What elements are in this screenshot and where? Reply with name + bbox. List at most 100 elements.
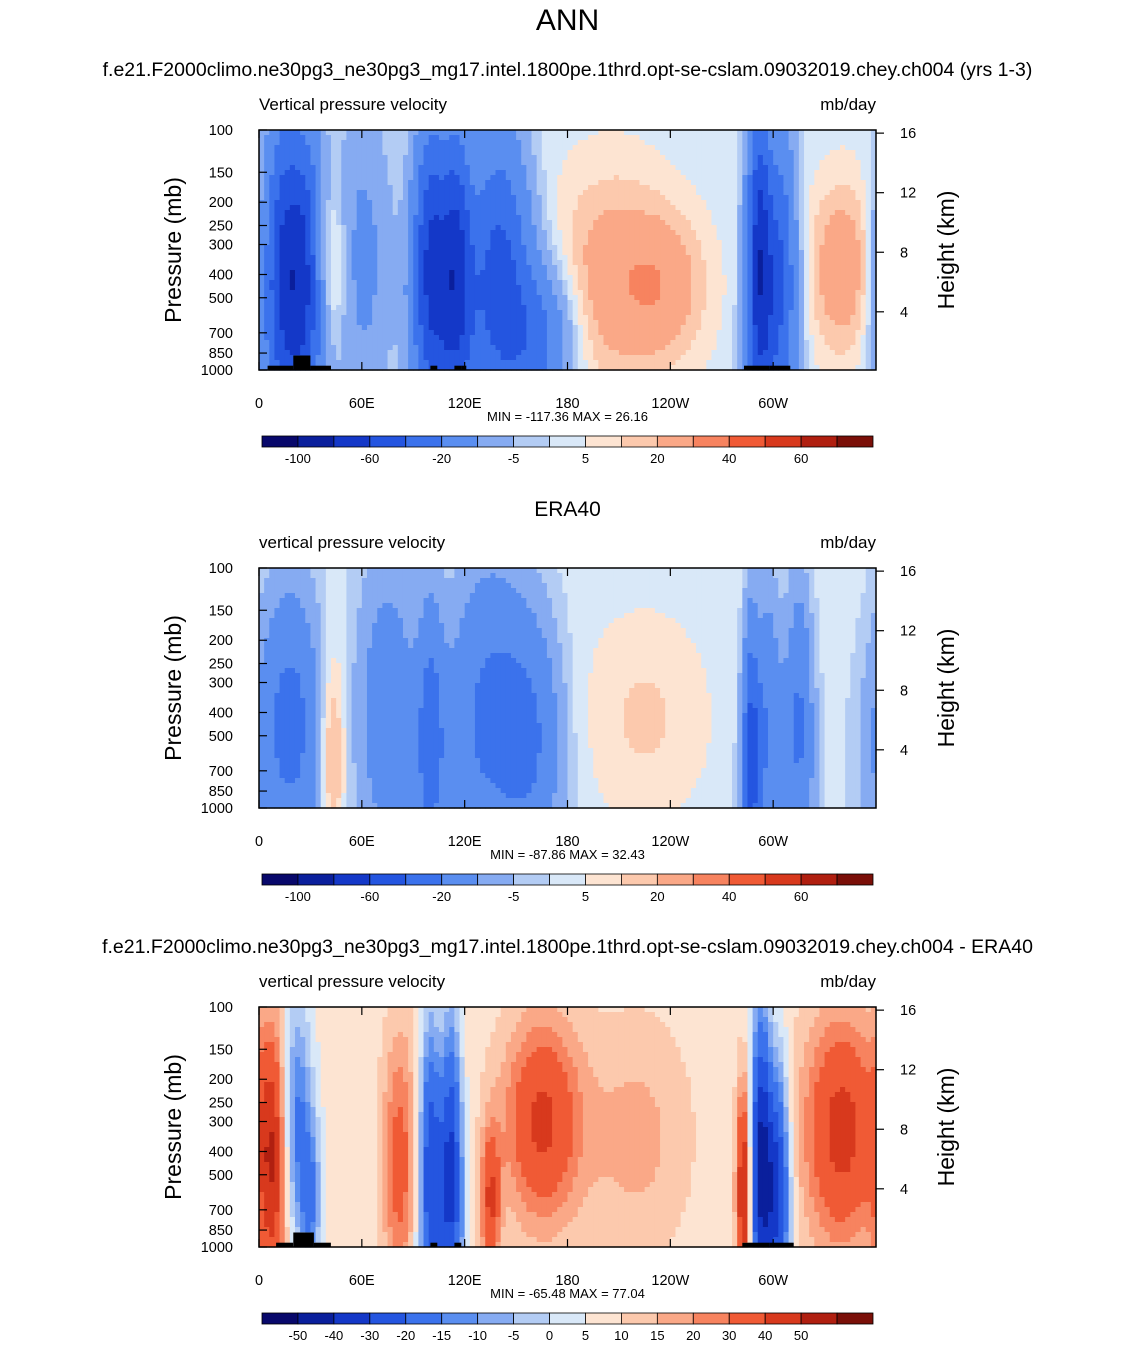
field-cell bbox=[428, 235, 435, 241]
field-cell bbox=[315, 155, 322, 161]
field-cell bbox=[773, 305, 779, 311]
field-cell bbox=[500, 250, 507, 256]
field-cell bbox=[305, 310, 312, 316]
field-cell bbox=[644, 260, 651, 266]
field-cell bbox=[510, 265, 517, 271]
field-cell bbox=[834, 180, 841, 186]
field-cell bbox=[726, 130, 733, 136]
field-cell bbox=[809, 205, 815, 211]
field-cell bbox=[361, 230, 368, 236]
field-cell bbox=[428, 295, 435, 301]
field-cell bbox=[310, 330, 317, 336]
field-cell bbox=[531, 275, 538, 281]
field-cell bbox=[804, 305, 810, 311]
field-cell bbox=[860, 290, 867, 296]
field-cell bbox=[747, 240, 754, 246]
field-cell bbox=[294, 295, 301, 301]
field-cell bbox=[840, 275, 846, 281]
field-cell bbox=[552, 295, 558, 301]
field-cell bbox=[361, 290, 368, 296]
panel-1-left-label: Vertical pressure velocity bbox=[259, 95, 448, 114]
field-cell bbox=[716, 215, 723, 221]
field-cell bbox=[269, 140, 276, 146]
field-cell bbox=[572, 145, 579, 151]
field-cell bbox=[372, 145, 378, 151]
field-cell bbox=[567, 280, 574, 286]
field-cell bbox=[552, 305, 558, 311]
field-cell bbox=[552, 165, 558, 171]
field-cell bbox=[341, 160, 348, 166]
field-cell bbox=[485, 205, 491, 211]
field-cell bbox=[624, 200, 630, 206]
field-cell bbox=[351, 190, 358, 196]
field-cell bbox=[444, 320, 450, 326]
field-cell bbox=[408, 215, 414, 221]
field-cell bbox=[351, 175, 358, 181]
field-cell bbox=[778, 240, 785, 246]
field-cell bbox=[690, 235, 697, 241]
field-cell bbox=[382, 160, 389, 166]
field-cell bbox=[269, 255, 276, 261]
field-cell bbox=[526, 150, 533, 156]
field-cell bbox=[505, 260, 512, 266]
field-cell bbox=[274, 140, 281, 146]
field-cell bbox=[305, 185, 312, 191]
field-cell bbox=[397, 150, 404, 156]
field-cell bbox=[526, 130, 533, 136]
field-cell bbox=[552, 200, 558, 206]
field-cell bbox=[639, 130, 646, 136]
field-cell bbox=[660, 175, 666, 181]
field-cell bbox=[356, 150, 363, 156]
field-cell bbox=[670, 225, 677, 231]
field-cell bbox=[603, 185, 610, 191]
field-cell bbox=[274, 170, 281, 176]
field-cell bbox=[613, 255, 620, 261]
field-cell bbox=[706, 255, 713, 261]
field-cell bbox=[284, 305, 291, 311]
field-cell bbox=[680, 135, 687, 141]
field-cell bbox=[850, 240, 857, 246]
field-cell bbox=[613, 175, 620, 181]
field-cell bbox=[690, 270, 697, 276]
field-cell bbox=[572, 160, 579, 166]
field-cell bbox=[716, 170, 723, 176]
field-cell bbox=[433, 230, 440, 236]
field-cell bbox=[423, 190, 430, 196]
field-cell bbox=[259, 275, 265, 281]
field-cell bbox=[793, 165, 800, 171]
field-cell bbox=[613, 195, 620, 201]
field-cell bbox=[762, 170, 769, 176]
field-cell bbox=[459, 130, 466, 136]
field-cell bbox=[742, 325, 749, 331]
field-cell bbox=[572, 305, 579, 311]
field-cell bbox=[428, 330, 435, 336]
field-cell bbox=[809, 235, 815, 241]
field-cell bbox=[495, 285, 502, 291]
field-cell bbox=[665, 315, 671, 321]
field-cell bbox=[356, 320, 363, 326]
field-cell bbox=[762, 260, 769, 266]
field-cell bbox=[834, 230, 841, 236]
field-cell bbox=[624, 150, 630, 156]
field-cell bbox=[757, 225, 764, 231]
field-cell bbox=[850, 275, 857, 281]
field-cell bbox=[783, 270, 790, 276]
field-cell bbox=[361, 325, 368, 331]
field-cell bbox=[855, 185, 862, 191]
field-cell bbox=[521, 205, 527, 211]
field-cell bbox=[804, 180, 810, 186]
field-cell bbox=[294, 190, 301, 196]
field-cell bbox=[670, 180, 677, 186]
field-cell bbox=[300, 290, 306, 296]
field-cell bbox=[706, 275, 713, 281]
field-cell bbox=[721, 155, 728, 161]
field-cell bbox=[747, 315, 754, 321]
field-cell bbox=[259, 235, 265, 241]
field-cell bbox=[428, 150, 435, 156]
field-cell bbox=[454, 175, 461, 181]
field-cell bbox=[418, 280, 425, 286]
field-cell bbox=[706, 205, 713, 211]
field-cell bbox=[726, 320, 733, 326]
field-cell bbox=[382, 185, 389, 191]
field-cell bbox=[726, 140, 733, 146]
